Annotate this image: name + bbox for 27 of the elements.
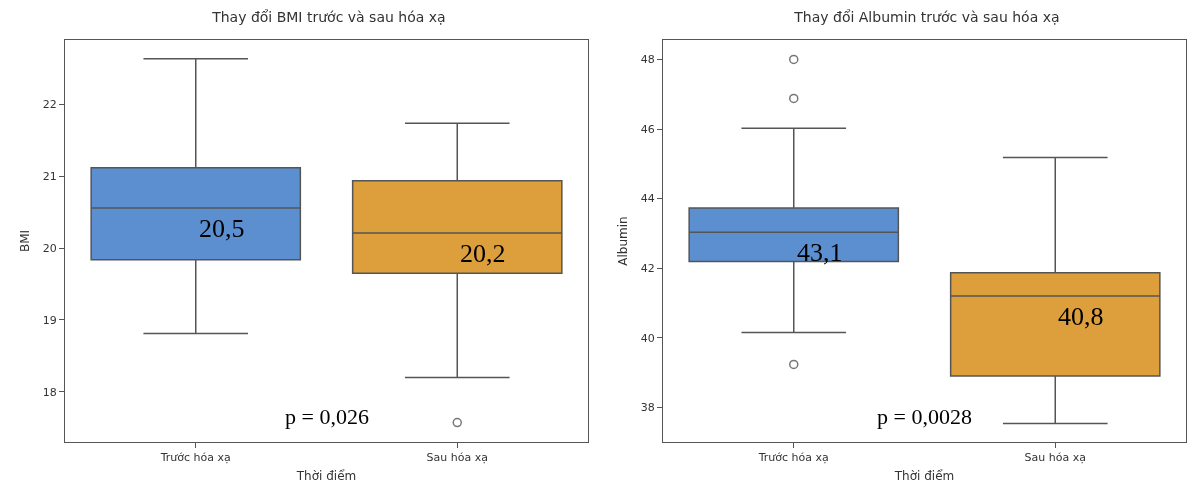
y-tick-label: 21 xyxy=(42,170,57,184)
y-tick-label: 44 xyxy=(640,192,655,206)
y-tick-label: 48 xyxy=(640,53,655,67)
annotation: p = 0,026 xyxy=(285,404,369,429)
x-tick-label: Trước hóa xạ xyxy=(757,451,829,465)
x-tick-label: Trước hóa xạ xyxy=(159,451,231,465)
y-tick-label: 46 xyxy=(640,122,655,136)
chart-title: Thay đổi BMI trước và sau hóa xạ xyxy=(211,9,446,26)
y-axis-title: Albumin xyxy=(616,216,631,266)
y-tick-label: 19 xyxy=(42,313,57,327)
annotation: 20,2 xyxy=(460,239,506,268)
annotation: p = 0,0028 xyxy=(877,404,972,429)
annotation: 20,5 xyxy=(199,214,245,243)
annotation: 43,1 xyxy=(797,238,843,267)
x-tick-label: Sau hóa xạ xyxy=(426,451,488,465)
x-axis-title: Thời điểm xyxy=(893,469,955,484)
chart-title: Thay đổi Albumin trước và sau hóa xạ xyxy=(793,9,1060,26)
x-axis-title: Thời điểm xyxy=(295,469,357,484)
y-tick-label: 22 xyxy=(42,98,57,112)
y-tick-label: 20 xyxy=(42,242,57,256)
x-tick-label: Sau hóa xạ xyxy=(1024,451,1086,465)
y-tick-label: 38 xyxy=(640,401,655,415)
y-tick-label: 40 xyxy=(640,331,655,345)
annotation: 40,8 xyxy=(1058,302,1104,331)
y-axis-title: BMI xyxy=(18,229,33,253)
y-tick-label: 42 xyxy=(640,261,655,275)
y-tick-label: 18 xyxy=(42,385,57,399)
